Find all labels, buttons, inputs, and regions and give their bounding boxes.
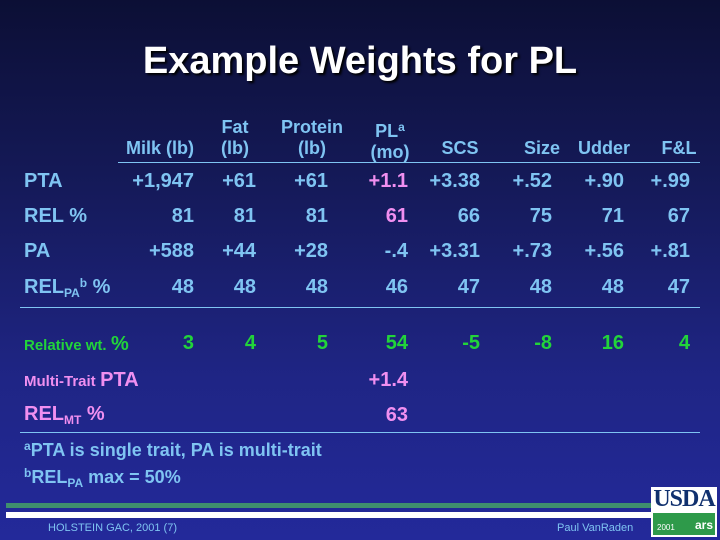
header-fat-line2: (lb) xyxy=(221,138,249,158)
table-cell: -.4 xyxy=(384,240,408,262)
usda-logo: USDA 2001 ars xyxy=(651,486,717,537)
relative-wt-value: 54 xyxy=(385,332,408,354)
usda-logo-band xyxy=(653,513,715,535)
multi-trait-label: Multi-Trait PTA xyxy=(24,369,139,392)
relative-wt-value: 16 xyxy=(601,332,624,354)
header-pl: PLa (mo) xyxy=(362,117,418,163)
rel-mt-sub: MT xyxy=(64,413,82,427)
rel-mt-label: RELMT % xyxy=(24,403,105,427)
footnote-b: bRELPA max = 50% xyxy=(24,466,181,490)
table-cell: +28 xyxy=(294,240,328,262)
footnote-a: aPTA is single trait, PA is multi-trait xyxy=(24,439,322,461)
table-cell: 81 xyxy=(305,205,328,227)
header-pl-sup: a xyxy=(398,120,405,134)
table-cell: +1,947 xyxy=(132,170,194,192)
relative-wt-value: 4 xyxy=(678,332,690,354)
header-divider xyxy=(118,162,700,163)
table-cell: +.81 xyxy=(650,240,690,262)
relative-wt-label: Relative wt. % xyxy=(24,333,129,356)
header-pl-line1: PL xyxy=(375,121,399,141)
footnote-divider xyxy=(20,432,700,433)
table-cell: +.73 xyxy=(512,240,552,262)
relative-wt-value: 5 xyxy=(316,332,328,354)
row-label-main: REL xyxy=(24,276,64,298)
multi-trait-text: Multi-Trait xyxy=(24,373,96,390)
footer-left: HOLSTEIN GAC, 2001 (7) xyxy=(48,522,177,534)
header-fl: F&L xyxy=(661,138,697,158)
table-cell: +588 xyxy=(148,240,194,262)
row-label: REL % xyxy=(24,205,87,227)
header-milk-label: Milk (lb) xyxy=(126,138,194,158)
rel-mt-main: REL xyxy=(24,403,64,425)
relative-wt-text: Relative wt. xyxy=(24,337,107,354)
footnote-a-text: PTA is single trait, PA is multi-trait xyxy=(30,440,322,460)
table-cell: 81 xyxy=(171,205,194,227)
row-label-sup: b xyxy=(79,276,88,290)
header-udder: Udder xyxy=(577,138,630,158)
multi-trait-value: +1.4 xyxy=(368,369,408,391)
header-milk: Milk (lb) xyxy=(118,138,202,159)
footnote-b-main: REL xyxy=(31,467,68,487)
table-cell: 71 xyxy=(601,205,624,227)
table-cell: 47 xyxy=(667,276,690,298)
footnote-a-marker: a xyxy=(24,439,31,453)
rel-mt-value: 63 xyxy=(385,404,408,426)
relative-wt-value: 4 xyxy=(244,332,256,354)
header-size: Size xyxy=(523,138,561,158)
header-protein-line2: (lb) xyxy=(298,138,326,158)
row-label-sub: PA xyxy=(64,286,80,300)
table-cell: +61 xyxy=(222,170,256,192)
footnote-b-marker: b xyxy=(24,466,32,480)
header-scs: SCS xyxy=(441,138,479,158)
ars-logo-icon: ars xyxy=(695,518,714,532)
table-cell: +1.1 xyxy=(368,170,408,192)
usda-logo-year: 2001 xyxy=(657,523,675,532)
table-cell: 48 xyxy=(171,276,194,298)
table-divider xyxy=(20,307,700,308)
header-pl-line2: (mo) xyxy=(370,142,410,162)
table-cell: 48 xyxy=(305,276,328,298)
table-cell: +44 xyxy=(222,240,256,262)
row-label: PA xyxy=(24,240,51,262)
table-cell: +3.38 xyxy=(429,170,480,192)
table-cell: 48 xyxy=(529,276,552,298)
footer-right: Paul VanRaden xyxy=(557,522,634,534)
footer-green-bar xyxy=(6,503,656,508)
relative-wt-pct: % xyxy=(110,333,129,355)
table-cell: +3.31 xyxy=(429,240,480,262)
footnote-b-sub: PA xyxy=(67,476,84,490)
table-cell: +.90 xyxy=(584,170,624,192)
table-cell: +.99 xyxy=(650,170,690,192)
relative-wt-value: 3 xyxy=(182,332,194,354)
header-protein-line1: Protein xyxy=(280,117,343,137)
slide-title: Example Weights for PL xyxy=(142,40,578,82)
table-cell: 75 xyxy=(529,205,552,227)
relative-wt-value: -8 xyxy=(534,332,552,354)
row-label-tail: % xyxy=(87,276,111,298)
relative-wt-value: -5 xyxy=(462,332,480,354)
rel-mt-tail: % xyxy=(81,403,105,425)
multi-trait-pta: PTA xyxy=(100,369,139,391)
table-cell: 81 xyxy=(233,205,256,227)
table-cell: 48 xyxy=(601,276,624,298)
footnote-b-text: max = 50% xyxy=(83,467,181,487)
footer-white-bar xyxy=(6,512,656,518)
row-label: RELPAb % xyxy=(24,276,110,300)
header-fat-line1: Fat xyxy=(221,117,249,137)
header-fat: Fat (lb) xyxy=(208,117,262,159)
usda-logo-text: USDA xyxy=(653,486,715,512)
table-cell: +.56 xyxy=(584,240,624,262)
table-cell: 61 xyxy=(385,205,408,227)
table-cell: +.52 xyxy=(512,170,552,192)
header-protein: Protein (lb) xyxy=(272,117,352,159)
table-cell: 67 xyxy=(667,205,690,227)
table-cell: +61 xyxy=(294,170,328,192)
row-label: PTA xyxy=(24,170,63,192)
table-cell: 47 xyxy=(457,276,480,298)
table-cell: 66 xyxy=(457,205,480,227)
table-cell: 46 xyxy=(385,276,408,298)
table-cell: 48 xyxy=(233,276,256,298)
